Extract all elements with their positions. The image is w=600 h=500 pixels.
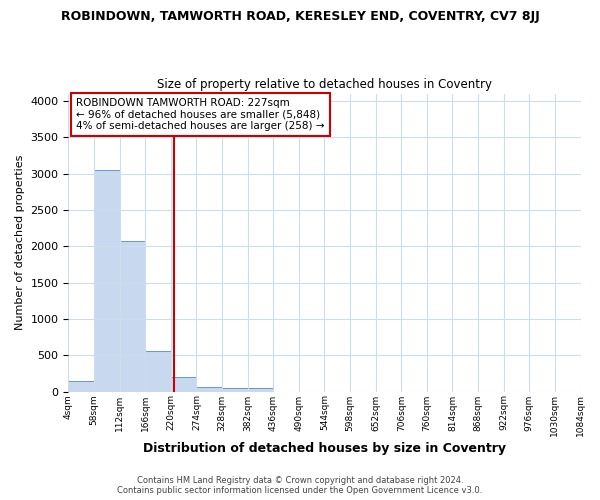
Bar (171, 377, 196, 392)
Bar (68, 380, 94, 392)
Bar (94, 170, 119, 392)
Bar (196, 387, 222, 392)
Title: Size of property relative to detached houses in Coventry: Size of property relative to detached ho… (157, 78, 492, 91)
Bar (145, 351, 171, 392)
Y-axis label: Number of detached properties: Number of detached properties (15, 155, 25, 330)
Bar (248, 388, 273, 392)
Bar (119, 241, 145, 392)
Bar (222, 388, 248, 392)
Text: ROBINDOWN, TAMWORTH ROAD, KERESLEY END, COVENTRY, CV7 8JJ: ROBINDOWN, TAMWORTH ROAD, KERESLEY END, … (61, 10, 539, 23)
Text: ROBINDOWN TAMWORTH ROAD: 227sqm
← 96% of detached houses are smaller (5,848)
4% : ROBINDOWN TAMWORTH ROAD: 227sqm ← 96% of… (76, 98, 325, 131)
Text: Contains HM Land Registry data © Crown copyright and database right 2024.
Contai: Contains HM Land Registry data © Crown c… (118, 476, 482, 495)
X-axis label: Distribution of detached houses by size in Coventry: Distribution of detached houses by size … (143, 442, 506, 455)
